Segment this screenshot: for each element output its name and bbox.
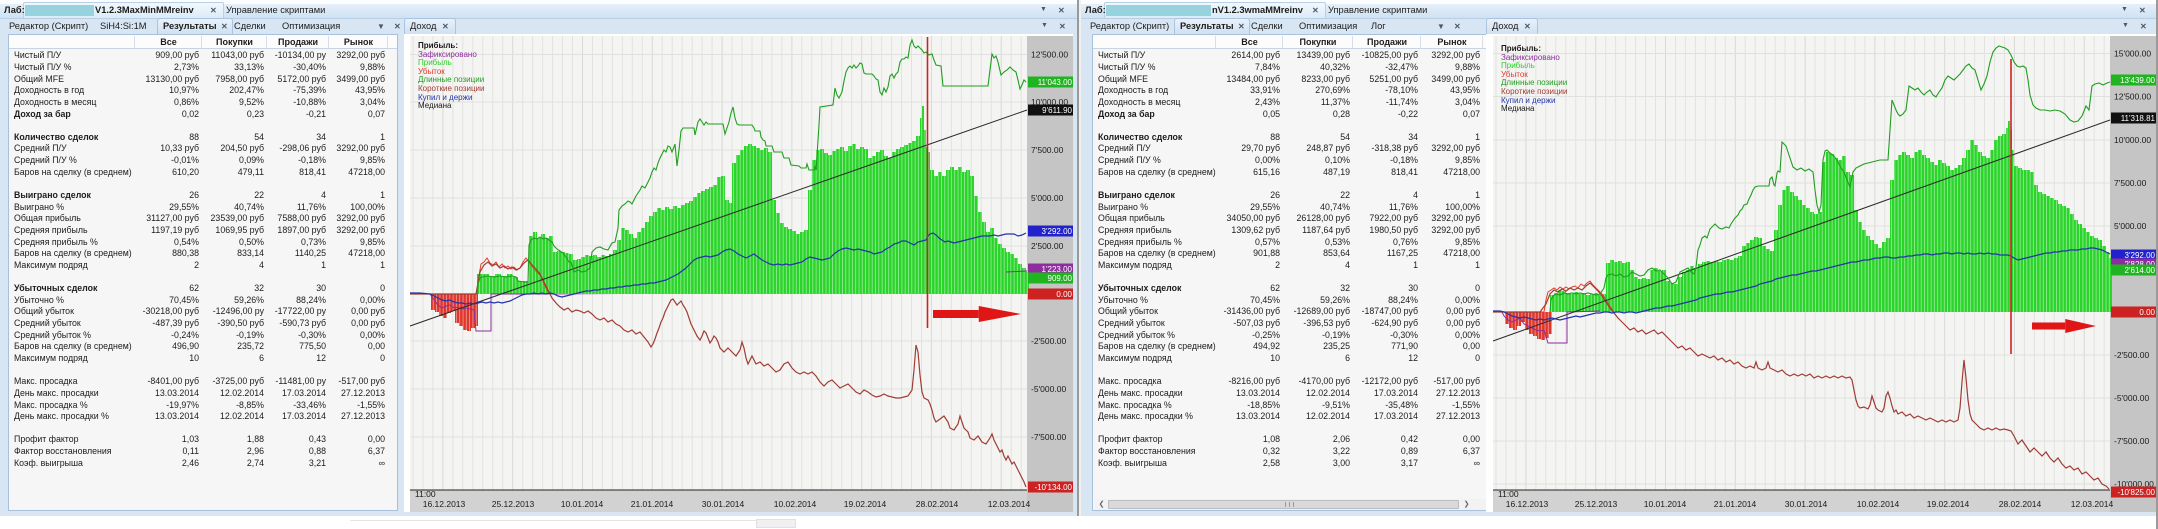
svg-text:11:00: 11:00 <box>1498 489 1519 499</box>
svg-text:30.01.2014: 30.01.2014 <box>1785 499 1828 509</box>
svg-text:-5'000.00: -5'000.00 <box>1031 384 1066 394</box>
svg-text:-2'500.00: -2'500.00 <box>2114 350 2149 360</box>
svg-text:12.03.2014: 12.03.2014 <box>988 499 1031 509</box>
svg-text:-10'134.00: -10'134.00 <box>1034 483 1072 492</box>
svg-text:21.01.2014: 21.01.2014 <box>631 499 674 509</box>
svg-text:30.01.2014: 30.01.2014 <box>702 499 745 509</box>
svg-text:-5'000.00: -5'000.00 <box>2114 393 2149 403</box>
svg-text:12'500.00: 12'500.00 <box>1031 50 1068 60</box>
svg-text:10.01.2014: 10.01.2014 <box>561 499 604 509</box>
svg-text:-7'500.00: -7'500.00 <box>1031 432 1066 442</box>
svg-text:5'000.00: 5'000.00 <box>2114 221 2147 231</box>
svg-text:28.02.2014: 28.02.2014 <box>916 499 959 509</box>
svg-text:2'500.00: 2'500.00 <box>1031 241 1064 251</box>
svg-text:25.12.2013: 25.12.2013 <box>492 499 535 509</box>
svg-text:3'292.00: 3'292.00 <box>1042 227 1073 236</box>
svg-text:1'223.00: 1'223.00 <box>1042 265 1073 274</box>
svg-text:2'614.00: 2'614.00 <box>2125 266 2156 275</box>
svg-text:909.00: 909.00 <box>1048 274 1073 283</box>
svg-text:0.00: 0.00 <box>1056 290 1072 299</box>
svg-text:-2'500.00: -2'500.00 <box>1031 336 1066 346</box>
svg-text:10.02.2014: 10.02.2014 <box>774 499 817 509</box>
svg-text:7'500.00: 7'500.00 <box>1031 145 1064 155</box>
svg-text:11'318.81: 11'318.81 <box>2121 114 2156 123</box>
svg-text:7'500.00: 7'500.00 <box>2114 178 2147 188</box>
svg-text:-10'825.00: -10'825.00 <box>2117 488 2155 497</box>
svg-text:10'000.00: 10'000.00 <box>1031 97 1068 107</box>
svg-text:15'000.00: 15'000.00 <box>2114 49 2151 59</box>
svg-text:3'292.00: 3'292.00 <box>2125 251 2156 260</box>
svg-text:-7'500.00: -7'500.00 <box>2114 436 2149 446</box>
svg-text:10.02.2014: 10.02.2014 <box>1857 499 1900 509</box>
svg-text:11'043.00: 11'043.00 <box>1038 78 1073 87</box>
svg-text:-10'000.00: -10'000.00 <box>2114 479 2154 489</box>
svg-text:11:00: 11:00 <box>415 489 436 499</box>
svg-text:9'611.90: 9'611.90 <box>1042 106 1072 115</box>
svg-text:12'500.00: 12'500.00 <box>2114 92 2151 102</box>
svg-text:16.12.2013: 16.12.2013 <box>1506 499 1549 509</box>
svg-text:10'000.00: 10'000.00 <box>2114 135 2151 145</box>
svg-text:19.02.2014: 19.02.2014 <box>1927 499 1970 509</box>
svg-text:28.02.2014: 28.02.2014 <box>1999 499 2042 509</box>
svg-text:12.03.2014: 12.03.2014 <box>2071 499 2114 509</box>
svg-text:13'439.00: 13'439.00 <box>2120 76 2155 85</box>
svg-text:5'000.00: 5'000.00 <box>1031 193 1064 203</box>
svg-text:0.00: 0.00 <box>2139 308 2155 317</box>
svg-text:25.12.2013: 25.12.2013 <box>1575 499 1618 509</box>
svg-text:21.01.2014: 21.01.2014 <box>1714 499 1757 509</box>
svg-text:16.12.2013: 16.12.2013 <box>423 499 466 509</box>
svg-text:19.02.2014: 19.02.2014 <box>844 499 887 509</box>
svg-text:10.01.2014: 10.01.2014 <box>1644 499 1687 509</box>
